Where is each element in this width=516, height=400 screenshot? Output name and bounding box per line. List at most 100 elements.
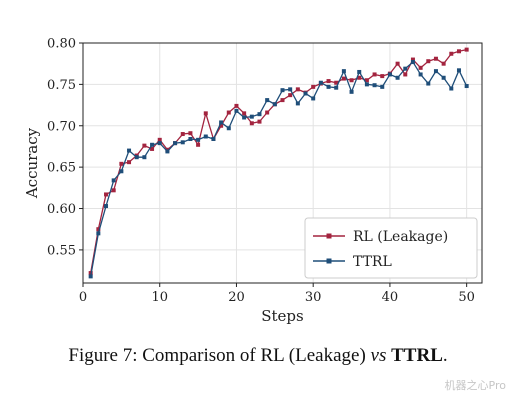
legend-label-ttrl: TTRL [353, 254, 392, 270]
data-point-ttrl [326, 84, 331, 89]
data-point-ttrl [403, 66, 408, 71]
data-point-ttrl [196, 137, 201, 142]
data-point-rl-leakage [349, 78, 354, 83]
data-point-rl-leakage [288, 93, 293, 98]
caption-prefix: Figure 7: Comparison of RL (Leakage) [68, 345, 371, 366]
data-point-rl-leakage [380, 74, 385, 79]
data-point-rl-leakage [96, 227, 101, 232]
data-point-ttrl [203, 134, 208, 139]
y-tick-label: 0.80 [47, 37, 76, 52]
data-point-rl-leakage [226, 110, 231, 115]
data-point-rl-leakage [357, 75, 362, 80]
data-point-rl-leakage [311, 84, 316, 89]
data-point-ttrl [180, 140, 185, 145]
data-point-rl-leakage [157, 137, 162, 142]
data-point-ttrl [104, 204, 109, 209]
y-axis-label: Accuracy [23, 127, 41, 199]
data-point-rl-leakage [127, 160, 132, 165]
x-tick-label: 50 [458, 290, 475, 305]
data-point-ttrl [426, 81, 431, 86]
data-point-ttrl [280, 88, 285, 93]
data-point-ttrl [456, 68, 461, 73]
data-point-ttrl [142, 155, 147, 160]
legend-box [304, 217, 478, 279]
data-point-ttrl [318, 80, 323, 85]
data-point-ttrl [119, 169, 124, 174]
data-point-rl-leakage [464, 47, 469, 52]
legend-marker-rl-leakage [326, 233, 332, 239]
axis-ticks: 0 10 20 30 40 50 0.55 0.60 0.65 0.70 0.75 0.80 [47, 37, 475, 306]
legend-marker-ttrl [326, 258, 332, 264]
data-point-ttrl [157, 141, 162, 146]
x-tick-label: 0 [79, 290, 87, 305]
data-point-rl-leakage [142, 143, 147, 148]
data-point-rl-leakage [104, 192, 109, 197]
data-point-ttrl [219, 120, 224, 125]
data-point-ttrl [96, 231, 101, 236]
data-point-rl-leakage [257, 119, 262, 124]
data-point-rl-leakage [395, 61, 400, 66]
data-point-ttrl [134, 155, 139, 160]
data-point-ttrl [380, 84, 385, 89]
plot-frame [82, 42, 483, 284]
legend: RL (Leakage) TTRL [304, 217, 478, 279]
data-point-ttrl [188, 137, 193, 141]
data-point-rl-leakage [334, 80, 339, 85]
series-layer [88, 47, 469, 279]
data-point-ttrl [127, 148, 132, 153]
data-point-rl-leakage [403, 72, 408, 77]
data-point-rl-leakage [188, 131, 193, 136]
data-point-ttrl [364, 82, 369, 87]
data-point-ttrl [433, 69, 438, 74]
data-point-rl-leakage [364, 78, 369, 83]
data-point-ttrl [272, 102, 277, 107]
data-point-rl-leakage [456, 49, 461, 54]
data-point-rl-leakage [441, 61, 446, 66]
data-point-ttrl [449, 86, 454, 91]
data-point-rl-leakage [265, 110, 270, 115]
data-point-ttrl [357, 69, 362, 74]
data-point-ttrl [303, 91, 308, 96]
data-point-ttrl [387, 72, 392, 77]
y-tick-label: 0.70 [47, 119, 76, 134]
data-point-ttrl [226, 126, 231, 131]
data-point-ttrl [211, 137, 216, 141]
data-point-ttrl [441, 75, 446, 80]
data-point-ttrl [173, 141, 178, 146]
data-point-ttrl [418, 72, 423, 77]
x-tick-label: 20 [228, 290, 245, 305]
data-point-rl-leakage [410, 57, 415, 62]
x-tick-label: 30 [305, 290, 322, 305]
caption-vs: vs [370, 345, 387, 366]
data-point-rl-leakage [111, 188, 116, 193]
line-chart: 0 10 20 30 40 50 0.55 0.60 0.65 0.70 0.75 0.80 Step… [23, 37, 483, 325]
data-point-rl-leakage [326, 79, 331, 84]
data-point-ttrl [88, 274, 93, 279]
data-point-rl-leakage [372, 72, 377, 77]
data-point-ttrl [111, 178, 116, 183]
x-tick-label: 10 [151, 290, 168, 305]
data-point-ttrl [334, 85, 339, 90]
caption-ttrl: TTRL [391, 345, 443, 366]
data-point-rl-leakage [249, 121, 254, 126]
data-point-ttrl [341, 69, 346, 74]
data-point-ttrl [242, 115, 247, 120]
data-point-rl-leakage [180, 132, 185, 137]
y-tick-label: 0.75 [47, 78, 76, 93]
data-point-ttrl [372, 83, 377, 88]
data-point-ttrl [265, 98, 270, 103]
figure-caption: Figure 7: Comparison of RL (Leakage) vs … [0, 345, 516, 367]
data-point-rl-leakage [234, 103, 239, 108]
data-point-rl-leakage [341, 76, 346, 81]
data-point-ttrl [257, 112, 262, 117]
data-point-ttrl [410, 60, 415, 65]
data-point-ttrl [249, 114, 254, 119]
y-tick-label: 0.65 [47, 161, 76, 176]
x-axis-label: Steps [261, 307, 303, 325]
data-point-ttrl [150, 142, 155, 147]
data-point-rl-leakage [426, 59, 431, 64]
data-point-ttrl [234, 108, 239, 113]
data-point-rl-leakage [242, 111, 247, 116]
legend-label-rl-leakage: RL (Leakage) [353, 229, 448, 245]
data-point-rl-leakage [449, 51, 454, 56]
